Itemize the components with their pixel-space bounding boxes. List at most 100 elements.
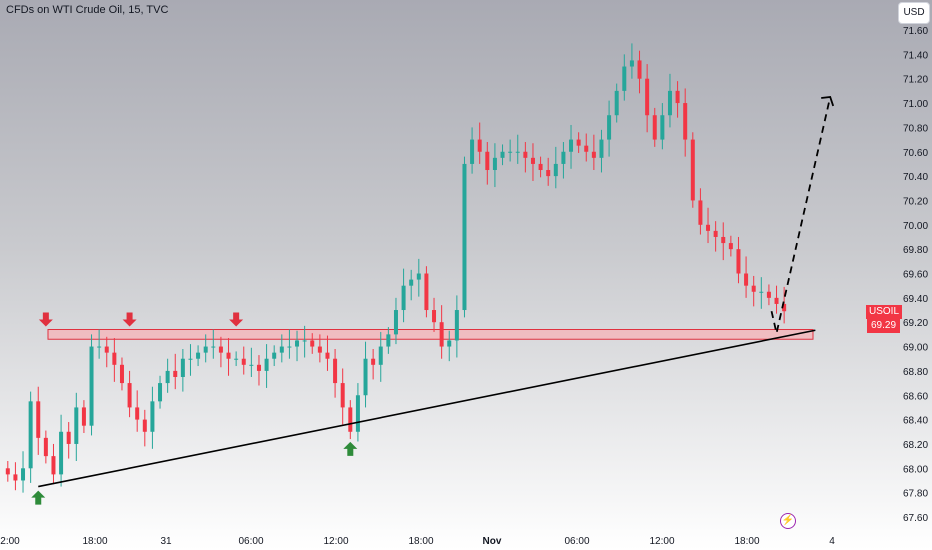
candle-body xyxy=(477,139,482,152)
candle-body xyxy=(218,346,223,353)
candle-body xyxy=(196,352,201,359)
candle-body xyxy=(523,151,528,158)
candle-body xyxy=(409,279,414,286)
candle-body xyxy=(36,401,41,438)
candle-body xyxy=(500,151,505,158)
x-tick-label: 18:00 xyxy=(734,536,759,547)
up-arrow-icon xyxy=(343,441,358,456)
candle-body xyxy=(401,285,406,311)
candle-body xyxy=(591,151,596,158)
candle-body xyxy=(173,370,178,377)
candle-body xyxy=(165,370,170,384)
candle-body xyxy=(272,352,277,359)
candle-body xyxy=(515,151,520,153)
candle-body xyxy=(637,60,642,79)
candle-body xyxy=(683,103,688,140)
candle-body xyxy=(150,401,155,432)
candle-body xyxy=(66,431,71,444)
candle-body xyxy=(89,346,94,426)
candle-body xyxy=(310,340,315,347)
candle-body xyxy=(622,66,627,91)
candle-body xyxy=(226,352,231,359)
candle-body xyxy=(295,340,300,347)
y-tick-label: 70.40 xyxy=(903,172,928,183)
candle-body xyxy=(279,346,284,353)
candle-body xyxy=(378,346,383,365)
candle-body xyxy=(81,407,86,426)
x-tick-label: 18:00 xyxy=(408,536,433,547)
x-tick-label: 18:00 xyxy=(82,536,107,547)
candle-body xyxy=(135,407,140,420)
x-tick-label: 06:00 xyxy=(564,536,589,547)
price-tag-symbol: USOIL xyxy=(866,305,903,319)
candle-body xyxy=(97,346,102,348)
candle-body xyxy=(561,151,566,164)
candle-body xyxy=(652,115,657,140)
y-tick-label: 69.40 xyxy=(903,294,928,305)
up-arrow-icon xyxy=(31,490,46,505)
candle-body xyxy=(584,145,589,152)
y-tick-label: 69.60 xyxy=(903,270,928,281)
candle-body xyxy=(74,407,79,444)
price-tag-value: 69.29 xyxy=(867,319,901,333)
candle-body xyxy=(736,249,741,274)
candle-body xyxy=(485,151,490,171)
candle-body xyxy=(667,90,672,116)
candle-body xyxy=(728,243,733,250)
candle-body xyxy=(355,395,360,432)
x-tick-label: 31 xyxy=(160,536,172,547)
candle-body xyxy=(614,90,619,116)
down-arrow-icon xyxy=(38,312,53,327)
candle-body xyxy=(211,346,216,348)
candle-body xyxy=(424,273,429,311)
projection-path xyxy=(770,96,832,334)
y-tick-label: 68.60 xyxy=(903,391,928,402)
lightning-icon[interactable]: ⚡ xyxy=(780,513,796,529)
candle-body xyxy=(386,334,391,347)
candle-body xyxy=(59,431,64,475)
candle-body xyxy=(112,352,117,365)
y-tick-label: 71.20 xyxy=(903,75,928,86)
candle-body xyxy=(416,273,421,280)
y-tick-label: 69.20 xyxy=(903,318,928,329)
candle-body xyxy=(158,383,163,402)
candle-body xyxy=(454,310,459,341)
candle-body xyxy=(51,456,56,475)
y-tick-label: 67.60 xyxy=(903,513,928,524)
candle-body xyxy=(713,230,718,237)
candle-body xyxy=(5,468,10,475)
candle-body xyxy=(393,310,398,335)
candle-body xyxy=(607,115,612,140)
candle-body xyxy=(759,291,764,293)
candle-body xyxy=(142,419,147,432)
currency-button[interactable]: USD xyxy=(898,2,930,24)
candle-body xyxy=(690,139,695,201)
candle-body xyxy=(675,90,680,104)
candle-body xyxy=(698,200,703,225)
down-arrow-icon xyxy=(229,312,244,327)
candle-body xyxy=(234,358,239,360)
y-tick-label: 68.00 xyxy=(903,464,928,475)
candle-body xyxy=(371,358,376,365)
y-tick-label: 71.40 xyxy=(903,50,928,61)
candle-body xyxy=(21,468,26,481)
x-tick-label: Nov xyxy=(483,536,502,547)
candle-body xyxy=(188,358,193,360)
candle-body xyxy=(744,273,749,286)
candle-body xyxy=(325,352,330,359)
candle-body xyxy=(660,115,665,140)
candle-body xyxy=(432,310,437,323)
candle-body xyxy=(119,364,124,384)
candle-body xyxy=(629,60,634,67)
candle-body xyxy=(28,401,33,469)
candle-body xyxy=(782,303,787,312)
candle-body xyxy=(348,407,353,432)
y-tick-label: 68.20 xyxy=(903,440,928,451)
candle-body xyxy=(439,322,444,347)
candle-body xyxy=(287,346,292,348)
candle-body xyxy=(645,78,650,116)
y-tick-label: 67.80 xyxy=(903,489,928,500)
candle-body xyxy=(774,297,779,304)
candle-body xyxy=(317,346,322,353)
